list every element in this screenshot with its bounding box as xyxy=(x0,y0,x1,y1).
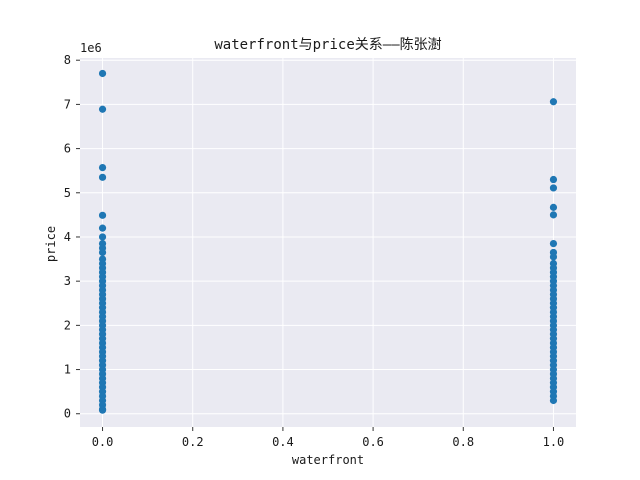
plot-area xyxy=(80,58,576,427)
y-tick-label: 2 xyxy=(64,318,71,332)
x-axis-ticks: 0.0 0.2 0.4 0.6 0.8 1.0 xyxy=(92,427,565,449)
chart-title: waterfront与price关系——陈张澍 xyxy=(214,36,441,53)
x-tick-label: 1.0 xyxy=(543,435,565,449)
scatter-point xyxy=(98,248,107,257)
scatter-point xyxy=(98,406,107,414)
y-tick-label: 1 xyxy=(64,363,71,377)
scatter-point xyxy=(98,173,107,181)
scatter-point xyxy=(549,98,558,106)
x-tick-label: 0.8 xyxy=(452,435,474,449)
y-axis-ticks: 0 1 2 3 4 5 6 7 8 xyxy=(64,53,80,421)
scatter-point xyxy=(549,203,558,211)
scatter-point xyxy=(98,233,107,241)
y-tick-label: 6 xyxy=(64,142,71,156)
data-points xyxy=(98,69,558,414)
scatter-point xyxy=(98,69,107,78)
x-axis-label: waterfront xyxy=(292,453,364,467)
scatter-point xyxy=(98,224,107,232)
x-tick-label: 0.2 xyxy=(182,435,204,449)
y-tick-label: 4 xyxy=(64,230,71,244)
x-tick-label: 0.4 xyxy=(272,435,294,449)
x-tick-label: 0.6 xyxy=(362,435,384,449)
scatter-point xyxy=(549,240,558,248)
y-tick-label: 3 xyxy=(64,274,71,288)
x-tick-label: 0.0 xyxy=(92,435,114,449)
y-tick-label: 0 xyxy=(64,407,71,421)
y-axis-label: price xyxy=(44,226,58,262)
y-tick-label: 5 xyxy=(64,186,71,200)
scatter-point xyxy=(549,396,558,405)
scatter-point xyxy=(549,211,558,219)
y-axis-multiplier: 1e6 xyxy=(80,41,102,55)
y-tick-label: 7 xyxy=(64,97,71,111)
scatter-point xyxy=(549,253,558,261)
scatter-point xyxy=(549,175,558,184)
scatter-point xyxy=(549,184,558,192)
scatter-point xyxy=(98,211,107,219)
scatter-point xyxy=(98,163,107,172)
scatter-point xyxy=(98,105,107,113)
y-tick-label: 8 xyxy=(64,53,71,67)
